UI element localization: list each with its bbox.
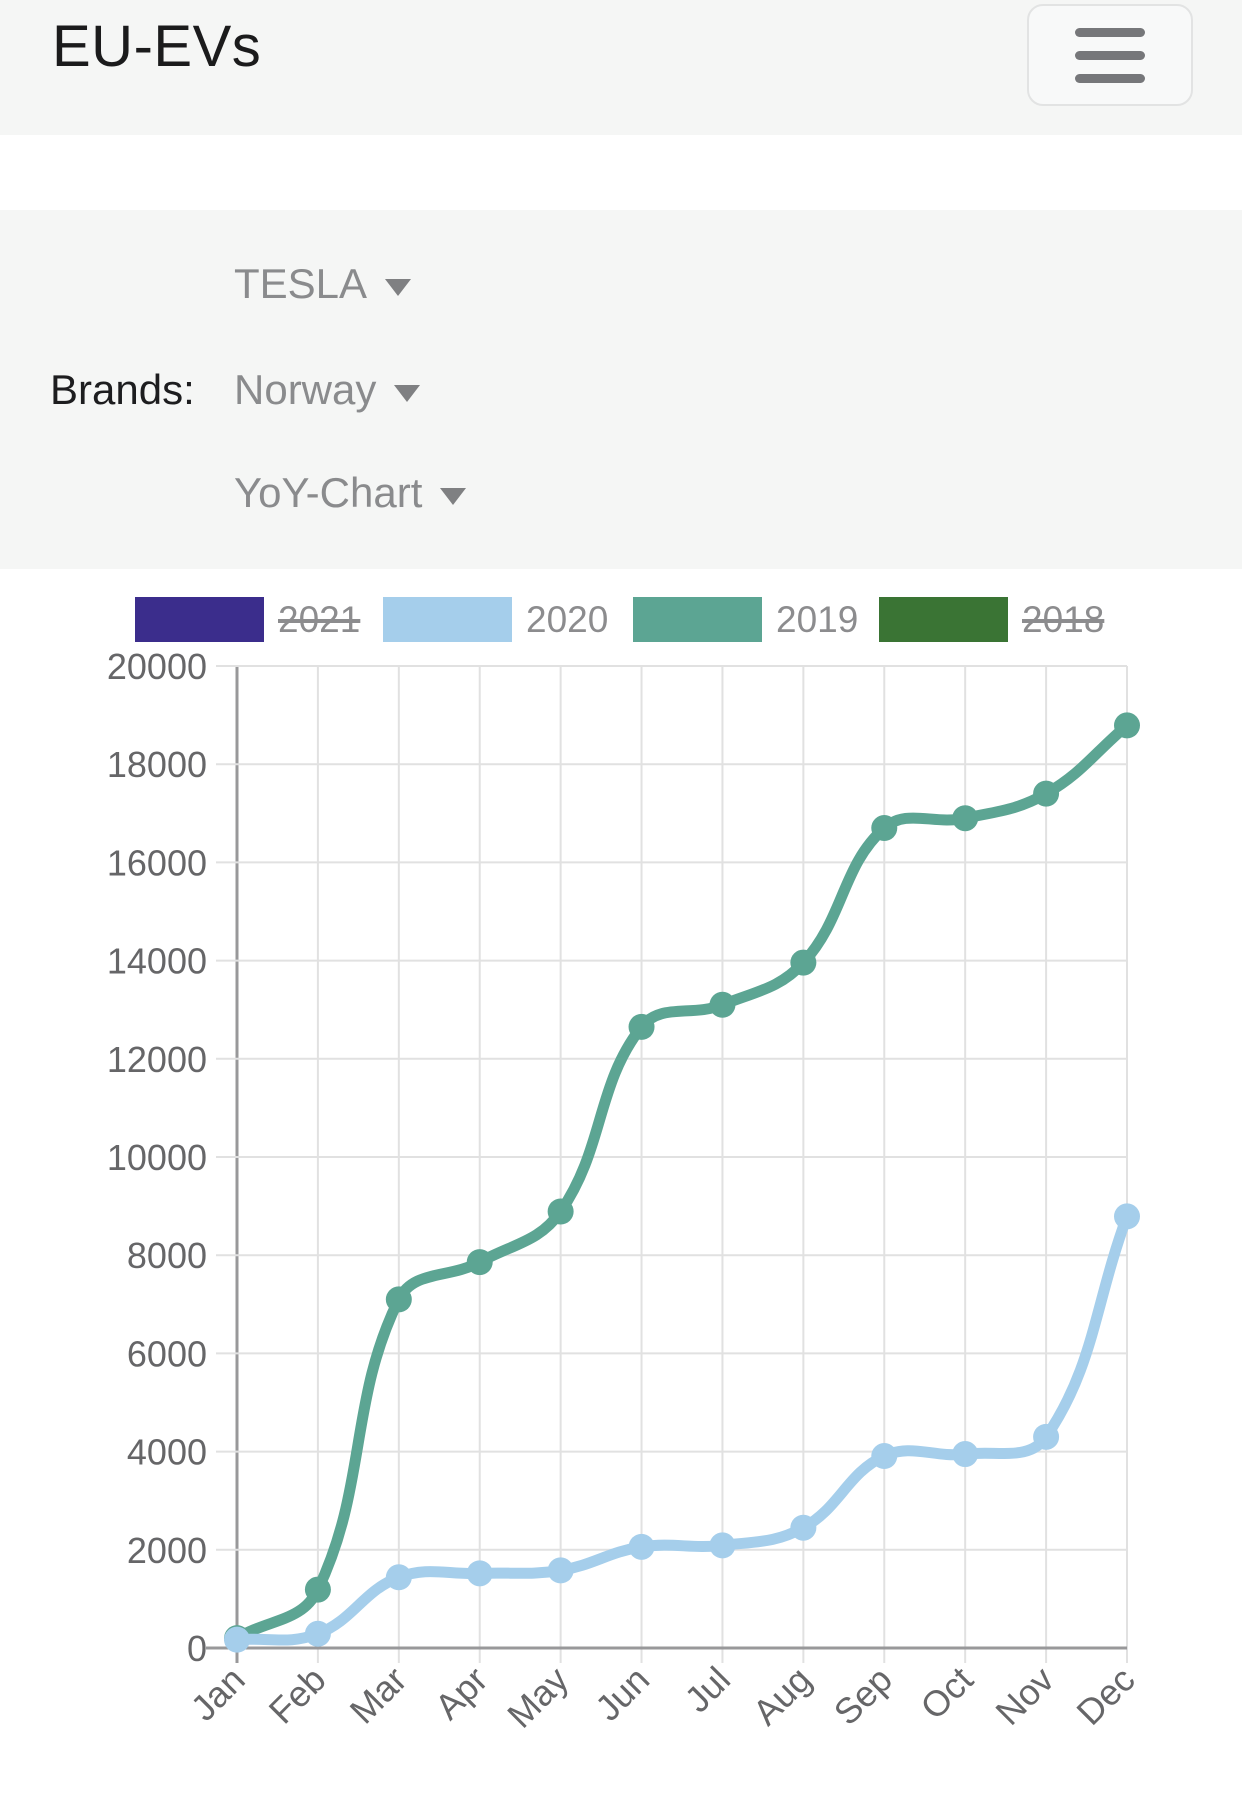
series-line-2019 bbox=[224, 712, 1140, 1652]
data-point[interactable] bbox=[224, 1625, 250, 1652]
data-point[interactable] bbox=[1114, 1203, 1140, 1230]
legend-item-2021[interactable]: 2021 bbox=[135, 597, 360, 642]
svg-text:Dec: Dec bbox=[1068, 1659, 1142, 1733]
svg-text:8000: 8000 bbox=[127, 1235, 207, 1276]
svg-text:Jul: Jul bbox=[677, 1659, 739, 1721]
data-point[interactable] bbox=[466, 1249, 493, 1276]
svg-text:16000: 16000 bbox=[107, 842, 207, 883]
data-point[interactable] bbox=[1114, 712, 1140, 739]
legend-item-2020[interactable]: 2020 bbox=[383, 597, 608, 642]
chevron-down-icon bbox=[440, 487, 467, 505]
app-header: EU-EVs bbox=[0, 0, 1242, 135]
legend-item-2018[interactable]: 2018 bbox=[879, 597, 1104, 642]
legend-label: 2018 bbox=[1022, 599, 1105, 640]
svg-text:6000: 6000 bbox=[127, 1333, 207, 1374]
svg-text:Mar: Mar bbox=[342, 1659, 415, 1732]
data-point[interactable] bbox=[871, 1443, 898, 1470]
data-point[interactable] bbox=[1033, 780, 1060, 807]
svg-text:14000: 14000 bbox=[107, 941, 207, 982]
chart-type-dropdown[interactable]: YoY-Chart bbox=[234, 469, 467, 517]
chart-grid bbox=[206, 665, 1128, 1663]
y-axis-labels: 0 2000 4000 6000 8000 10000 12000 14000 16000 180… bbox=[107, 646, 207, 1669]
svg-text:Apr: Apr bbox=[427, 1659, 496, 1728]
data-point[interactable] bbox=[466, 1560, 493, 1587]
svg-text:May: May bbox=[499, 1659, 576, 1736]
series-line-2020 bbox=[224, 1203, 1140, 1653]
svg-text:18000: 18000 bbox=[107, 744, 207, 785]
svg-text:10000: 10000 bbox=[107, 1137, 207, 1178]
x-axis-labels: Jan Feb Mar Apr May Jun Jul Aug Sep Oct Nov Dec bbox=[183, 1659, 1143, 1736]
brands-label: Brands: bbox=[50, 366, 195, 413]
svg-text:Aug: Aug bbox=[745, 1659, 819, 1733]
data-point[interactable] bbox=[304, 1620, 331, 1647]
chevron-down-icon bbox=[385, 278, 412, 296]
data-point[interactable] bbox=[224, 1626, 250, 1653]
svg-text:Jun: Jun bbox=[587, 1659, 657, 1729]
data-point[interactable] bbox=[628, 1533, 655, 1560]
brand-dropdown[interactable]: TESLA bbox=[234, 260, 412, 308]
svg-text:2000: 2000 bbox=[127, 1530, 207, 1571]
page-title: EU-EVs bbox=[52, 14, 262, 79]
chevron-down-icon bbox=[394, 384, 421, 402]
data-point[interactable] bbox=[709, 1532, 736, 1559]
country-dropdown-value: Norway bbox=[234, 366, 377, 413]
data-point[interactable] bbox=[871, 815, 898, 842]
data-point[interactable] bbox=[304, 1576, 331, 1603]
filter-panel: Brands: TESLA Norway YoY-Chart bbox=[0, 210, 1242, 569]
chart-type-dropdown-value: YoY-Chart bbox=[234, 469, 423, 516]
svg-text:20000: 20000 bbox=[107, 646, 207, 687]
legend-label: 2021 bbox=[278, 599, 361, 640]
svg-text:12000: 12000 bbox=[107, 1039, 207, 1080]
brand-dropdown-value: TESLA bbox=[234, 260, 368, 307]
svg-text:Oct: Oct bbox=[912, 1659, 981, 1728]
data-point[interactable] bbox=[709, 991, 736, 1018]
legend-swatch bbox=[135, 597, 264, 642]
svg-text:4000: 4000 bbox=[127, 1432, 207, 1473]
legend-label: 2019 bbox=[776, 599, 859, 640]
data-point[interactable] bbox=[547, 1198, 574, 1225]
legend-swatch bbox=[879, 597, 1008, 642]
country-dropdown[interactable]: Norway bbox=[234, 366, 421, 414]
svg-text:Feb: Feb bbox=[261, 1659, 334, 1732]
legend-label: 2020 bbox=[526, 599, 609, 640]
hamburger-icon bbox=[1075, 27, 1145, 83]
legend-swatch bbox=[633, 597, 762, 642]
data-point[interactable] bbox=[952, 1441, 979, 1468]
svg-text:Jan: Jan bbox=[183, 1659, 253, 1729]
data-point[interactable] bbox=[790, 949, 817, 976]
legend-item-2019[interactable]: 2019 bbox=[633, 597, 858, 642]
legend-swatch bbox=[383, 597, 512, 642]
data-point[interactable] bbox=[952, 805, 979, 832]
svg-text:Sep: Sep bbox=[826, 1659, 900, 1733]
svg-text:Nov: Nov bbox=[987, 1659, 1061, 1733]
svg-text:0: 0 bbox=[187, 1628, 207, 1669]
data-point[interactable] bbox=[628, 1013, 655, 1040]
menu-button[interactable] bbox=[1027, 4, 1193, 106]
data-point[interactable] bbox=[1033, 1423, 1060, 1450]
data-point[interactable] bbox=[547, 1557, 574, 1584]
data-point[interactable] bbox=[385, 1564, 412, 1591]
data-point[interactable] bbox=[385, 1286, 412, 1313]
data-point[interactable] bbox=[790, 1514, 817, 1541]
